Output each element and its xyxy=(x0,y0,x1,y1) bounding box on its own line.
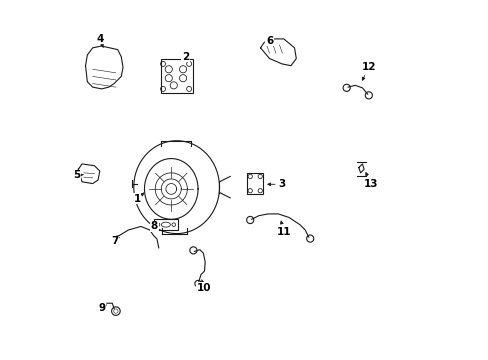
Text: 11: 11 xyxy=(276,221,290,237)
Bar xyxy=(246,173,263,194)
Text: 7: 7 xyxy=(111,237,119,247)
Text: 3: 3 xyxy=(267,179,285,189)
Text: 5: 5 xyxy=(73,170,83,180)
Text: 9: 9 xyxy=(98,303,106,313)
Text: 1: 1 xyxy=(133,193,143,203)
Text: 10: 10 xyxy=(197,280,211,293)
Text: 8: 8 xyxy=(150,221,158,231)
Text: 6: 6 xyxy=(265,36,273,46)
Bar xyxy=(160,59,192,93)
Text: 12: 12 xyxy=(361,63,375,80)
Text: 4: 4 xyxy=(96,34,103,47)
Text: 13: 13 xyxy=(364,172,378,189)
Text: 2: 2 xyxy=(182,52,189,62)
Bar xyxy=(154,219,177,230)
